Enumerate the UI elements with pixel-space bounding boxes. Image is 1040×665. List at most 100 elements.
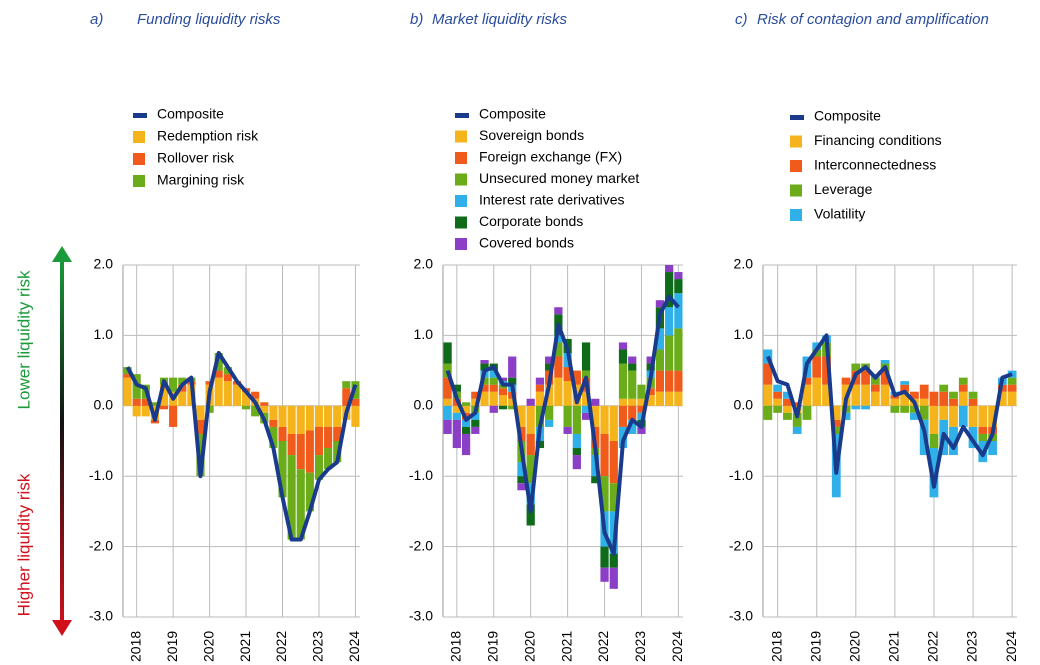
panel-label: c)	[735, 11, 748, 28]
bar-segment	[443, 419, 452, 434]
bar-segment	[480, 391, 489, 406]
bar-segment	[461, 426, 471, 434]
bar-segment	[618, 349, 628, 364]
bar-segment	[269, 426, 278, 449]
bar-segment	[461, 433, 471, 456]
bar-segment	[563, 426, 572, 434]
x-tick-label: 2023	[310, 631, 326, 662]
bar-segment	[223, 381, 232, 406]
composite-line	[445, 294, 680, 556]
legend-label: Margining risk	[157, 172, 245, 188]
bar-segment	[910, 391, 919, 399]
bar-segment	[260, 402, 269, 406]
bar-segment	[609, 405, 618, 441]
panel-title: Risk of contagion and amplification	[757, 11, 989, 28]
bar-segment	[471, 419, 480, 427]
bar-segment	[628, 356, 637, 364]
legend-swatch	[455, 173, 467, 186]
bar-segment	[591, 405, 600, 427]
bar-segment	[628, 398, 637, 406]
bar-segment	[591, 476, 600, 484]
bar-segment	[251, 405, 260, 417]
bar-segment	[674, 328, 683, 371]
bar-segment	[278, 426, 287, 441]
bar-segment	[581, 342, 591, 371]
bar-segment	[572, 370, 581, 385]
bar-segment	[988, 405, 997, 427]
bar-segment	[655, 328, 665, 350]
bar-segment	[978, 433, 988, 441]
bar-segment	[572, 433, 581, 449]
bar-segment	[480, 384, 489, 392]
bar-segment	[132, 398, 141, 406]
bar-segment	[939, 391, 949, 406]
bar-segment	[535, 384, 545, 392]
bar-segment	[554, 356, 563, 378]
bar-segment	[305, 472, 314, 512]
bar-segment	[498, 377, 508, 382]
x-tick-label: 2024	[1003, 631, 1019, 662]
bar-segment	[452, 405, 461, 413]
bar-segment	[822, 384, 831, 406]
bar-segment	[508, 398, 517, 406]
legend-label: Composite	[814, 108, 881, 124]
arrow-head-up	[52, 246, 72, 262]
y-tick-label: 0.0	[414, 397, 434, 413]
bar-segment	[169, 377, 178, 392]
bar-segment	[655, 370, 665, 392]
bar-segment	[870, 384, 880, 392]
bar-segment	[480, 377, 489, 385]
bar-segment	[242, 405, 251, 410]
bar-segment	[880, 370, 890, 385]
bar-segment	[461, 402, 471, 406]
legend-label: Unsecured money market	[479, 170, 639, 186]
bar-segment	[545, 384, 554, 406]
bar-segment	[646, 356, 655, 364]
bar-segment	[324, 426, 333, 449]
bar-segment	[628, 419, 637, 434]
bar-segment	[123, 377, 132, 406]
bar-segment	[968, 405, 978, 427]
bar-segment	[674, 293, 683, 329]
legend-label: Composite	[157, 106, 224, 122]
bar-segment	[196, 405, 205, 420]
y-tick-label: -3.0	[409, 608, 433, 624]
bar-segment	[296, 405, 305, 434]
bar-segment	[498, 405, 508, 410]
bar-segment	[141, 405, 150, 417]
bar-segment	[978, 405, 988, 427]
bar-segment	[278, 441, 287, 498]
bar-segment	[968, 426, 978, 449]
bar-segment	[939, 384, 949, 392]
bar-segment	[572, 405, 581, 434]
legend-label: Corporate bonds	[479, 213, 583, 229]
x-tick-label: 2018	[768, 631, 784, 662]
bar-segment	[841, 377, 851, 385]
bar-segment	[958, 377, 968, 385]
panel: a) Funding liquidity risks 2.0 1.0 0.0 -1.0 -2…	[89, 11, 362, 662]
bar-segment	[461, 405, 471, 413]
bar-segment	[812, 356, 822, 378]
composite-line	[766, 333, 1013, 489]
bar-segment	[929, 391, 939, 406]
x-tick-label: 2021	[886, 631, 902, 662]
bar-segment	[471, 412, 480, 420]
bar-segment	[600, 567, 609, 582]
bar-segment	[581, 391, 591, 406]
bar-segment	[792, 402, 802, 406]
panel: b) Market liquidity risks 2.0 1.0 0.0 -1.0 -2.…	[409, 11, 685, 662]
bar-segment	[600, 433, 609, 477]
bar-segment	[958, 405, 968, 427]
bar-segment	[489, 391, 498, 406]
bar-segment	[1007, 384, 1017, 392]
bar-segment	[452, 384, 461, 392]
bar-segment	[260, 405, 269, 413]
x-tick-label: 2022	[273, 631, 289, 662]
legend-swatch	[455, 113, 469, 118]
bar-segment	[554, 342, 563, 357]
y-tick-label: -2.0	[89, 537, 113, 553]
bar-segment	[214, 353, 223, 371]
bar-segment	[880, 384, 890, 406]
bar-segment	[545, 419, 554, 427]
bar-segment	[831, 419, 841, 427]
